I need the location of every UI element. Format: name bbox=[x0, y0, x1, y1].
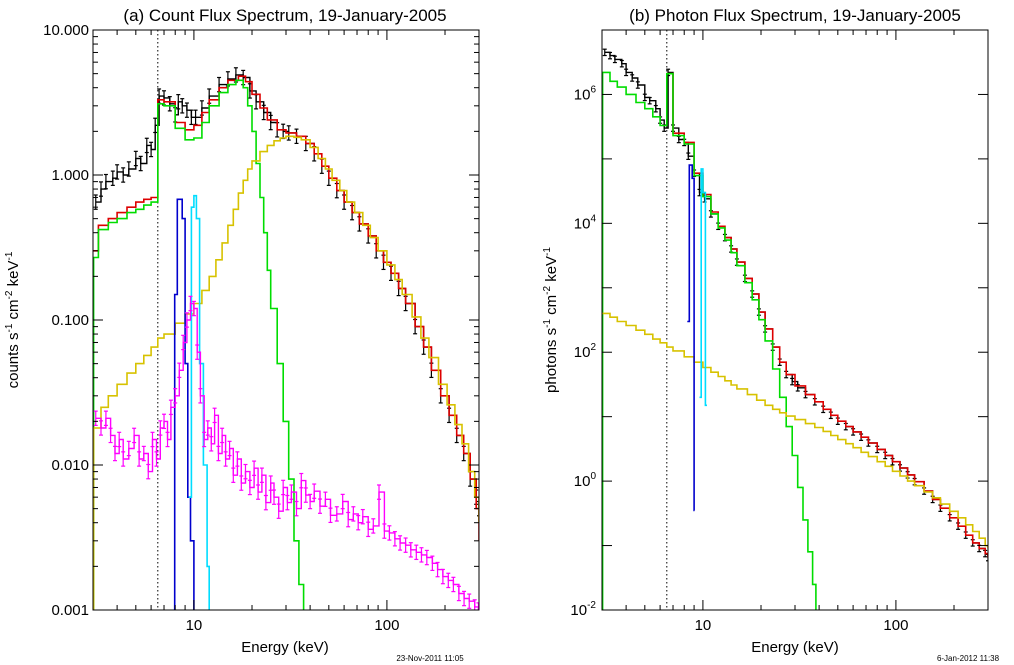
series-line bbox=[602, 312, 988, 549]
x-tick-label: 10 bbox=[186, 617, 203, 634]
x-tick-label: 100 bbox=[883, 617, 908, 634]
y-tick-label: 0.001 bbox=[51, 602, 89, 619]
x-tick-label: 10 bbox=[695, 617, 712, 634]
series-layer bbox=[602, 30, 988, 610]
series-layer bbox=[93, 30, 479, 610]
series-line bbox=[95, 302, 479, 610]
series-line bbox=[173, 198, 195, 610]
series-line bbox=[602, 71, 817, 610]
y-tick-label: 104 bbox=[574, 213, 597, 232]
y-tick-label: 0.010 bbox=[51, 457, 89, 474]
timestamp-b: 6-Jan-2012 11:38 bbox=[937, 654, 1000, 663]
y-tick-label: 100 bbox=[574, 471, 597, 490]
series-line bbox=[93, 135, 479, 610]
chart-title-b: (b) Photon Flux Spectrum, 19-January-200… bbox=[629, 6, 961, 25]
series-line bbox=[93, 79, 305, 610]
x-tick-label: 100 bbox=[374, 617, 399, 634]
plot-frame-b bbox=[601, 29, 989, 611]
series-line bbox=[687, 164, 695, 512]
plot-frame-a bbox=[92, 29, 480, 611]
x-axis-label-a: Energy (keV) bbox=[241, 639, 329, 656]
plot-area-b: 10 100 10-2 100 102 104 106 bbox=[570, 30, 989, 634]
y-tick-label: 102 bbox=[574, 342, 597, 361]
timestamp-a: 23-Nov-2011 11:05 bbox=[396, 654, 464, 663]
chart-title-a: (a) Count Flux Spectrum, 19-January-2005 bbox=[123, 6, 446, 25]
y-tick-label: 10.000 bbox=[43, 22, 89, 39]
y-axis-label-b: photons s-1 cm-2 keV-1 bbox=[542, 247, 560, 393]
panel-count-flux: (a) Count Flux Spectrum, 19-January-2005… bbox=[4, 6, 480, 663]
y-axis-label-a: counts s-1 cm-2 keV-1 bbox=[4, 251, 22, 388]
plot-area-a: 10 100 0.001 0.010 0.100 1.000 10.000 bbox=[43, 22, 480, 634]
series-line bbox=[666, 72, 988, 558]
series-line bbox=[188, 194, 210, 610]
y-tick-label: 0.100 bbox=[51, 312, 89, 329]
x-axis-label-b: Energy (keV) bbox=[751, 639, 839, 656]
y-tick-label: 1.000 bbox=[51, 167, 89, 184]
y-tick-label: 106 bbox=[574, 84, 597, 103]
series-line bbox=[93, 75, 479, 541]
panel-photon-flux: (b) Photon Flux Spectrum, 19-January-200… bbox=[542, 6, 1000, 663]
series-line bbox=[604, 51, 988, 558]
series-line bbox=[699, 168, 707, 407]
y-tick-label: 10-2 bbox=[570, 600, 596, 619]
